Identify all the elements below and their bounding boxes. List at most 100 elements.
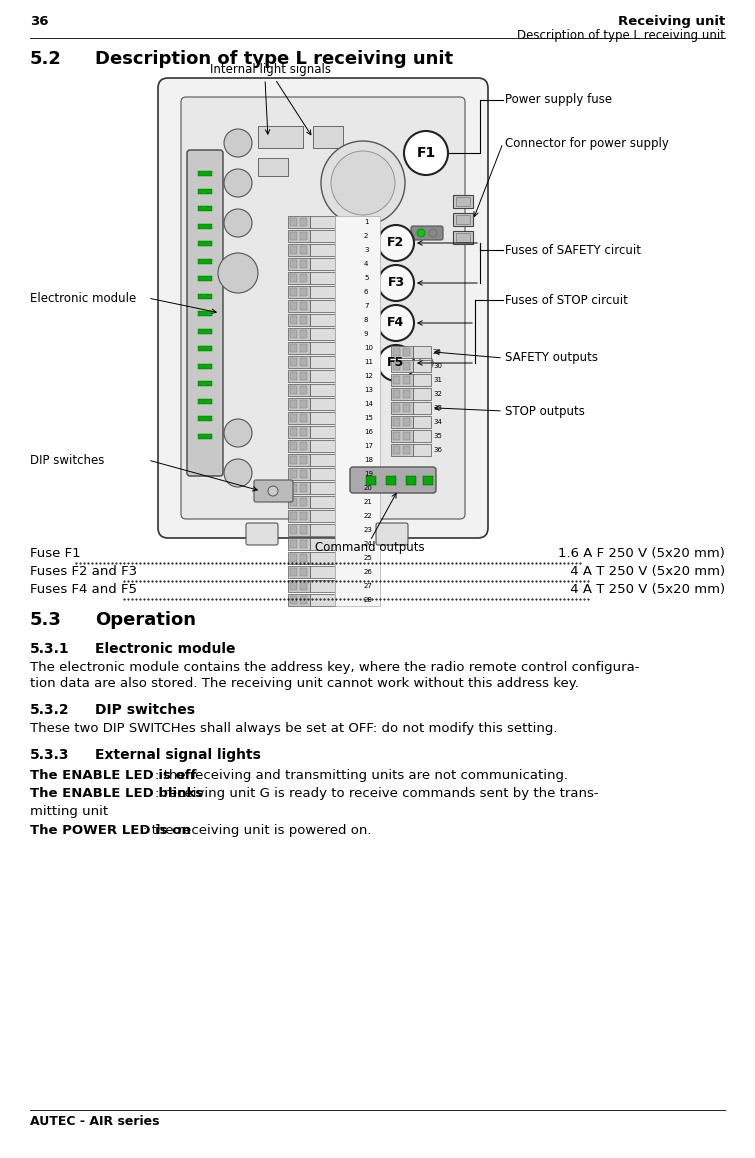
Bar bbox=[393, 347, 400, 356]
Bar bbox=[310, 229, 335, 242]
Text: 17: 17 bbox=[364, 442, 373, 449]
Text: DIP switches: DIP switches bbox=[95, 703, 195, 717]
Bar bbox=[198, 416, 212, 422]
Bar bbox=[413, 444, 431, 456]
Bar bbox=[290, 526, 297, 534]
Text: 36: 36 bbox=[30, 15, 48, 28]
Bar bbox=[310, 411, 335, 424]
Text: 8: 8 bbox=[364, 317, 368, 323]
Text: 31: 31 bbox=[433, 376, 442, 383]
Bar bbox=[310, 342, 335, 354]
FancyBboxPatch shape bbox=[187, 151, 223, 476]
Bar bbox=[413, 430, 431, 442]
Text: STOP outputs: STOP outputs bbox=[505, 404, 585, 418]
Text: 19: 19 bbox=[364, 471, 373, 477]
Bar bbox=[198, 206, 212, 211]
Bar bbox=[300, 358, 307, 366]
Bar bbox=[413, 345, 431, 358]
Bar bbox=[403, 403, 410, 412]
Bar bbox=[288, 565, 310, 578]
Bar bbox=[300, 595, 307, 604]
Text: Command outputs: Command outputs bbox=[315, 541, 425, 554]
Bar bbox=[391, 444, 413, 456]
Bar bbox=[198, 381, 212, 386]
Text: 25: 25 bbox=[364, 555, 373, 560]
Text: 5.3.2: 5.3.2 bbox=[30, 703, 69, 717]
Bar bbox=[403, 361, 410, 371]
Text: SAFETY outputs: SAFETY outputs bbox=[505, 352, 598, 365]
Bar bbox=[258, 157, 288, 176]
Bar bbox=[310, 383, 335, 396]
Bar bbox=[300, 554, 307, 562]
Bar bbox=[288, 328, 310, 340]
Text: F1: F1 bbox=[416, 146, 436, 160]
Bar bbox=[403, 418, 410, 426]
Bar bbox=[310, 537, 335, 550]
Bar bbox=[290, 469, 297, 478]
Bar bbox=[288, 551, 310, 564]
Bar bbox=[198, 329, 212, 334]
Bar bbox=[391, 359, 413, 372]
Bar bbox=[290, 400, 297, 408]
Bar bbox=[290, 484, 297, 492]
Bar bbox=[403, 432, 410, 440]
Bar bbox=[300, 287, 307, 296]
Text: 32: 32 bbox=[433, 390, 442, 397]
Text: 9: 9 bbox=[364, 331, 368, 337]
Bar bbox=[300, 386, 307, 394]
Bar bbox=[198, 346, 212, 351]
Text: Electronic module: Electronic module bbox=[95, 642, 236, 655]
Bar bbox=[310, 397, 335, 410]
Bar bbox=[290, 427, 297, 437]
Bar bbox=[198, 258, 212, 264]
Bar bbox=[290, 498, 297, 506]
Bar bbox=[310, 300, 335, 312]
Text: tion data are also stored. The receiving unit cannot work without this address k: tion data are also stored. The receiving… bbox=[30, 677, 579, 690]
Bar bbox=[290, 595, 297, 604]
Bar bbox=[391, 388, 413, 400]
Bar bbox=[290, 232, 297, 240]
Bar bbox=[300, 441, 307, 450]
Bar bbox=[290, 273, 297, 283]
Bar bbox=[413, 416, 431, 428]
Text: Fuses F4 and F5: Fuses F4 and F5 bbox=[30, 582, 137, 596]
Bar bbox=[288, 383, 310, 396]
Bar bbox=[198, 312, 212, 316]
Text: 11: 11 bbox=[364, 359, 373, 365]
Bar bbox=[413, 374, 431, 386]
Bar bbox=[288, 468, 310, 481]
Bar bbox=[386, 476, 396, 485]
Bar bbox=[300, 315, 307, 324]
Bar bbox=[290, 301, 297, 310]
Bar bbox=[413, 388, 431, 400]
Bar bbox=[300, 218, 307, 226]
Bar bbox=[288, 215, 310, 228]
Bar bbox=[310, 551, 335, 564]
Bar bbox=[288, 411, 310, 424]
Bar bbox=[310, 482, 335, 494]
Bar bbox=[310, 496, 335, 508]
Text: 24: 24 bbox=[364, 541, 373, 547]
Circle shape bbox=[268, 486, 278, 496]
Bar bbox=[290, 413, 297, 422]
Bar bbox=[288, 496, 310, 508]
Circle shape bbox=[331, 151, 395, 215]
Circle shape bbox=[378, 225, 414, 261]
Circle shape bbox=[417, 229, 425, 237]
Bar bbox=[403, 389, 410, 398]
Text: 36: 36 bbox=[433, 447, 442, 453]
Text: F3: F3 bbox=[387, 277, 405, 290]
Bar bbox=[288, 314, 310, 327]
FancyBboxPatch shape bbox=[350, 467, 436, 493]
Bar bbox=[300, 512, 307, 520]
Text: 34: 34 bbox=[433, 419, 442, 425]
Bar bbox=[300, 413, 307, 422]
Bar bbox=[413, 359, 431, 372]
Circle shape bbox=[378, 265, 414, 301]
Bar bbox=[406, 476, 416, 485]
Text: F4: F4 bbox=[387, 316, 405, 330]
Text: 4 A T 250 V (5x20 mm): 4 A T 250 V (5x20 mm) bbox=[566, 565, 725, 578]
Bar bbox=[290, 259, 297, 267]
Bar bbox=[290, 315, 297, 324]
Circle shape bbox=[378, 305, 414, 340]
